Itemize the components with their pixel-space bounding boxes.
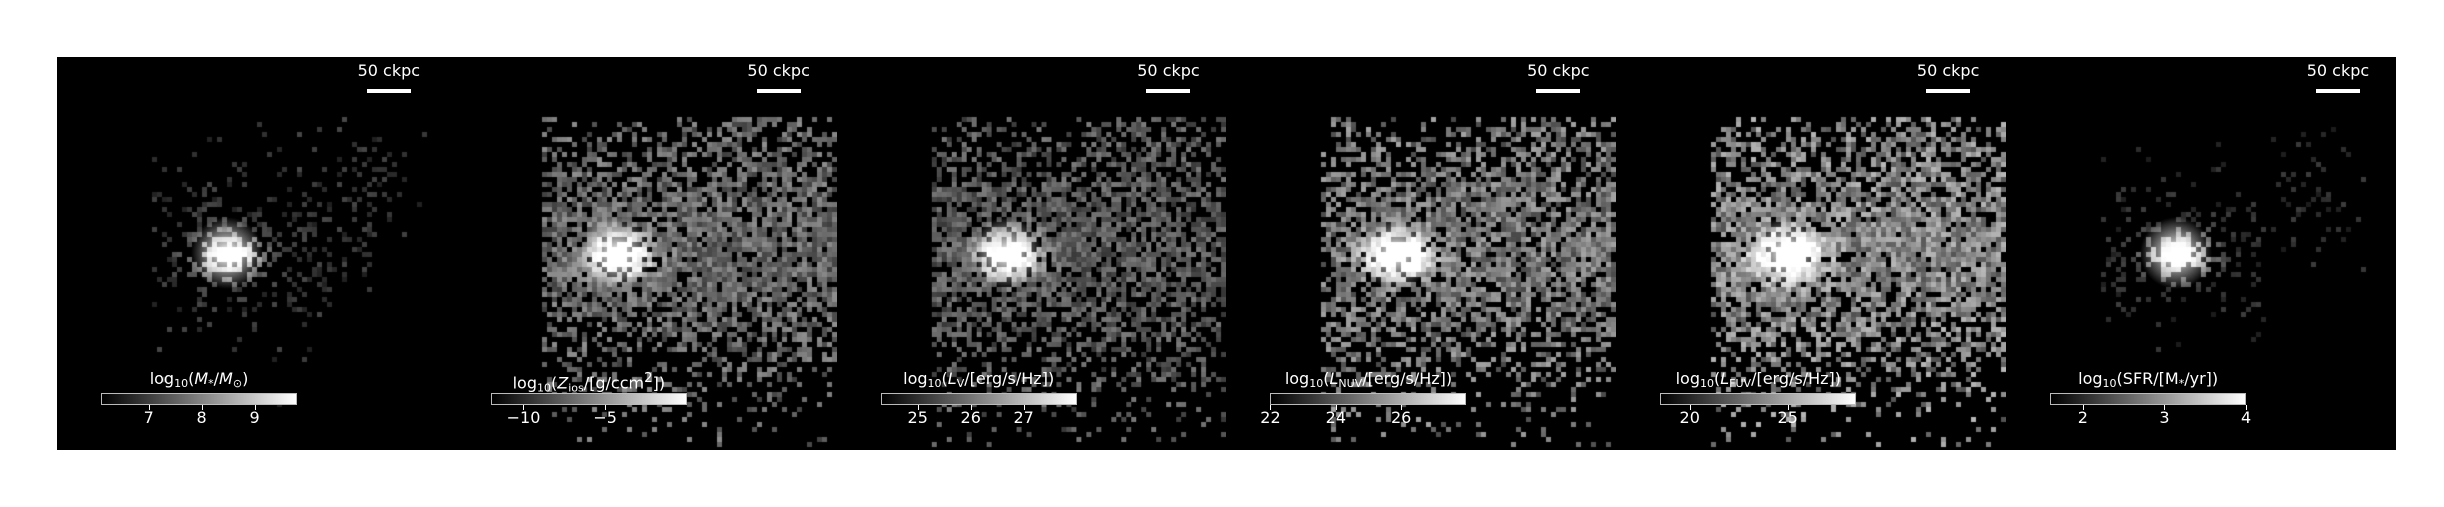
galaxy-map-image (836, 57, 1227, 450)
colorbar: log10(Zios/[g/ccm2]) −10 −5 (490, 369, 687, 429)
colorbar: log10(LNUV/[erg/s/Hz]) 22 24 26 (1260, 369, 1467, 429)
colorbar-tick-label: 2 (2077, 408, 2088, 427)
scale-bar-line (366, 89, 411, 93)
scale-bar-label: 50 ckpc (747, 61, 810, 80)
colorbar-tick-label: 24 (1325, 408, 1346, 427)
panel-stellar-mass: 50 ckpc log10(M*/M⊙) 7 8 9 (57, 57, 447, 450)
colorbar-title: log10(SFR/[M*/yr]) (2078, 369, 2219, 390)
colorbar-gradient (880, 393, 1077, 405)
colorbar-tick-label: 4 (2241, 408, 2252, 427)
colorbar-tick-label: 20 (1679, 408, 1700, 427)
colorbar: log10(LV/[erg/s/Hz]) 25 26 27 (880, 369, 1077, 429)
colorbar-tick-label: 8 (196, 408, 207, 427)
colorbar-tick (970, 405, 972, 410)
galaxy-map-image (2006, 57, 2396, 450)
colorbar-tick (917, 405, 919, 410)
colorbar-tick (254, 405, 256, 410)
panel-luminosity-fuv: 50 ckpc log10(LFUV/[erg/s/Hz]) 20 25 (1616, 57, 2007, 450)
colorbar-gradient (1660, 393, 1857, 405)
colorbar-tick-label: 9 (249, 408, 260, 427)
colorbar-tick (605, 405, 607, 410)
galaxy-map-image (1616, 57, 2007, 450)
colorbar-title: log10(LV/[erg/s/Hz]) (903, 369, 1055, 390)
colorbar-tick-label: 7 (143, 408, 154, 427)
scale-bar-line (2315, 89, 2360, 93)
colorbar-tick (2164, 405, 2166, 410)
colorbar-tick-label: 3 (2159, 408, 2170, 427)
colorbar-tick-label: 25 (907, 408, 928, 427)
scale-bar: 50 ckpc (1908, 62, 1988, 96)
colorbar-tick (1689, 405, 1691, 410)
colorbar-gradient (490, 393, 687, 405)
colorbar-title: log10(Zios/[g/ccm2]) (512, 371, 666, 395)
colorbar-tick (1401, 405, 1403, 410)
colorbar-tick-label: 22 (1260, 408, 1281, 427)
colorbar: log10(M*/M⊙) 7 8 9 (101, 369, 297, 429)
colorbar-tick (1787, 405, 1789, 410)
scale-bar-line (756, 89, 801, 93)
colorbar-tick (1270, 405, 1272, 410)
scale-bar-label: 50 ckpc (1916, 61, 1980, 80)
colorbar-tick (201, 405, 203, 410)
panel-luminosity-v: 50 ckpc log10(LV/[erg/s/Hz]) 25 26 27 (836, 57, 1227, 450)
colorbar-gradient (2050, 393, 2247, 405)
scale-bar: 50 ckpc (2298, 62, 2378, 96)
panel-sfr: 50 ckpc log10(SFR/[M*/yr]) 2 3 4 (2006, 57, 2396, 450)
colorbar-tick-label: 25 (1777, 408, 1798, 427)
colorbar-tick-label: 26 (1390, 408, 1412, 427)
colorbar-title: log10(LFUV/[erg/s/Hz]) (1675, 369, 1842, 390)
scale-bar-label: 50 ckpc (1527, 61, 1590, 80)
galaxy-map-image (1226, 57, 1617, 450)
scale-bar: 50 ckpc (739, 62, 819, 96)
scale-bar: 50 ckpc (1128, 62, 1208, 96)
panel-luminosity-nuv: 50 ckpc log10(LNUV/[erg/s/Hz]) 22 24 26 (1226, 57, 1617, 450)
colorbar-tick-label: −5 (593, 408, 617, 427)
scale-bar-line (1146, 89, 1191, 93)
colorbar-tick (2082, 405, 2084, 410)
colorbar-title: log10(M*/M⊙) (149, 369, 249, 390)
scale-bar-line (1536, 89, 1581, 93)
scale-bar: 50 ckpc (349, 62, 429, 96)
colorbar-gradient (101, 393, 297, 405)
figure-panels: 50 ckpc log10(M*/M⊙) 7 8 9 50 ckpc log10(Zios/… (57, 57, 2396, 450)
scale-bar-line (1926, 89, 1971, 93)
colorbar: log10(SFR/[M*/yr]) 2 3 4 (2050, 369, 2251, 429)
galaxy-map-image (57, 57, 447, 450)
scale-bar-label: 50 ckpc (1137, 61, 1200, 80)
colorbar-title: log10(LNUV/[erg/s/Hz]) (1284, 369, 1453, 390)
colorbar-tick-label: 27 (1013, 408, 1034, 427)
colorbar-tick (1023, 405, 1025, 410)
colorbar-tick-label: 26 (960, 408, 981, 427)
colorbar-tick (148, 405, 150, 410)
galaxy-map-image (446, 57, 837, 450)
colorbar-gradient (1270, 393, 1467, 405)
colorbar-tick-label: −10 (506, 408, 541, 427)
panel-metallicity: 50 ckpc log10(Zios/[g/ccm2]) −10 −5 (446, 57, 837, 450)
colorbar-tick (2246, 405, 2248, 410)
colorbar-tick (523, 405, 525, 410)
scale-bar-label: 50 ckpc (2306, 61, 2370, 80)
scale-bar: 50 ckpc (1518, 62, 1598, 96)
scale-bar-label: 50 ckpc (357, 61, 421, 80)
colorbar-tick (1335, 405, 1337, 410)
colorbar: log10(LFUV/[erg/s/Hz]) 20 25 (1660, 369, 1857, 429)
